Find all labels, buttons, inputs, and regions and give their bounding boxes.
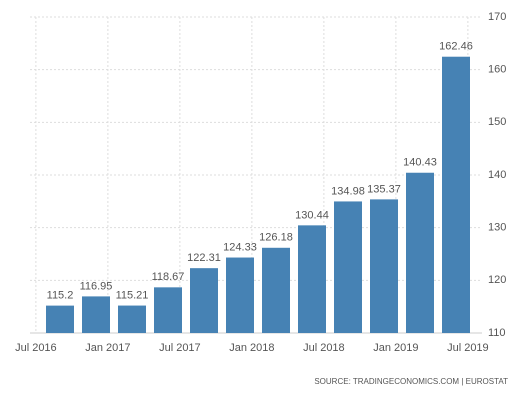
value-label: 140.43 [403,157,437,169]
value-label: 126.18 [259,232,293,244]
bar [370,199,398,333]
x-tick-label: Jan 2017 [85,342,130,354]
y-tick-label: 150 [488,116,506,128]
source: SOURCE: TRADINGECONOMICS.COM | EUROSTAT [314,377,508,386]
x-tick-label: Jul 2018 [303,342,345,354]
bar [262,247,290,333]
y-tick-label: 120 [488,274,506,286]
value-label: 122.31 [187,252,221,264]
bar [190,268,218,333]
y-tick-label: 160 [488,64,506,76]
bar [226,257,254,333]
bar [406,172,434,333]
value-label: 124.33 [223,241,257,253]
value-label: 118.67 [152,271,185,283]
bar [442,56,470,334]
bar [46,305,74,333]
value-label: 134.98 [331,185,365,197]
value-label: 135.37 [367,183,401,195]
y-tick-label: 130 [488,222,506,234]
value-label: 115.21 [116,289,149,301]
bar [82,296,110,333]
bar [334,201,362,333]
bar [298,225,326,333]
value-label: 130.44 [295,209,329,221]
y-tick-label: 110 [488,327,506,339]
x-tick-label: Jul 2016 [15,342,57,354]
x-tick-label: Jul 2019 [447,342,489,354]
value-label: 115.2 [47,290,74,302]
y-tick-label: 140 [488,169,506,181]
bar [154,287,182,333]
bar [118,305,146,333]
value-label: 116.95 [80,280,113,292]
x-tick-label: Jul 2017 [159,342,201,354]
value-label: 162.46 [439,41,473,53]
y-tick-label: 170 [488,11,506,23]
x-tick-label: Jan 2019 [373,342,418,354]
x-tick-label: Jan 2018 [229,342,274,354]
